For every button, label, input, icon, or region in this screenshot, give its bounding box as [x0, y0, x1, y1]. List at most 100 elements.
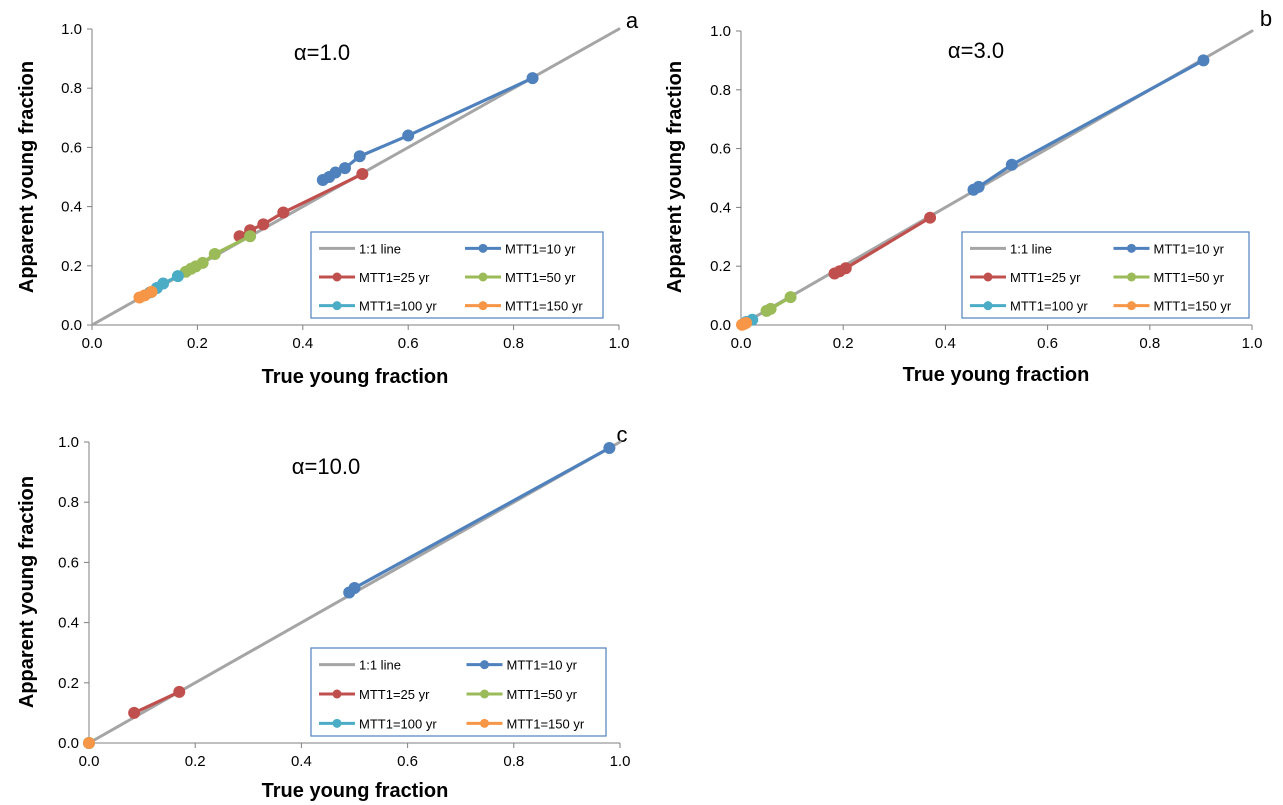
legend-swatch-marker	[1127, 272, 1136, 282]
data-point	[402, 129, 415, 142]
data-point	[83, 737, 95, 749]
legend-label: MTT1=25 yr	[359, 687, 430, 702]
y-tick-label: 0.0	[61, 317, 82, 334]
y-tick-label: 0.2	[58, 675, 79, 692]
x-tick-label: 0.0	[731, 335, 752, 352]
y-tick-label: 0.4	[58, 615, 79, 632]
legend-swatch-marker	[1127, 301, 1136, 311]
data-point	[1197, 54, 1210, 67]
y-tick-label: 1.0	[710, 23, 731, 40]
legend-label: MTT1=150 yr	[507, 716, 585, 731]
series-mtt1-10-yr	[343, 442, 616, 599]
y-tick-label: 0.0	[58, 735, 79, 752]
legend-swatch-marker	[478, 301, 488, 311]
data-point	[196, 256, 209, 269]
legend-item: MTT1=50 yr	[1113, 270, 1225, 285]
legend-label: MTT1=100 yr	[1010, 299, 1088, 314]
data-point	[353, 150, 366, 163]
x-tick-label: 1.0	[1242, 335, 1263, 352]
legend-label: MTT1=150 yr	[1154, 299, 1232, 314]
data-point	[740, 316, 753, 329]
panel-letter: b	[1260, 6, 1272, 31]
x-tick-label: 0.0	[79, 753, 100, 770]
legend-box	[961, 231, 1250, 319]
data-point	[924, 211, 937, 224]
legend-swatch-marker	[480, 718, 489, 728]
legend-label: MTT1=25 yr	[1010, 270, 1081, 285]
y-tick-label: 0.2	[61, 258, 82, 275]
series-line	[321, 76, 535, 182]
legend-label: MTT1=50 yr	[505, 270, 576, 285]
data-point	[329, 166, 342, 179]
y-axis-title: Apparent young fraction	[16, 61, 38, 293]
legend-item: MTT1=10 yr	[466, 658, 578, 673]
series-mtt1-50-yr	[760, 291, 797, 317]
y-tick-label: 0.6	[710, 141, 731, 158]
series-mtt1-25-yr	[233, 168, 369, 243]
legend-item: 1:1 line	[319, 241, 401, 256]
data-point	[603, 442, 616, 455]
legend: 1:1 line MTT1=10 yr MTT1=25 yr MTT1=50 yr MT…	[310, 647, 607, 737]
y-tick-label: 0.0	[710, 317, 731, 334]
x-tick-label: 0.2	[833, 335, 854, 352]
x-tick-label: 0.8	[1139, 335, 1160, 352]
legend-label: MTT1=50 yr	[1154, 270, 1225, 285]
x-tick-label: 0.2	[185, 753, 206, 770]
x-axis-title: True young fraction	[262, 780, 449, 802]
data-point	[338, 162, 351, 175]
data-point	[764, 302, 777, 315]
legend-item: MTT1=100 yr	[319, 716, 437, 731]
legend-swatch-marker	[478, 243, 488, 253]
legend-swatch-marker	[983, 301, 993, 311]
x-tick-label: 0.6	[397, 753, 418, 770]
data-point	[972, 180, 985, 193]
legend-swatch-marker	[480, 689, 489, 699]
x-tick-label: 0.6	[1037, 335, 1058, 352]
x-axis-title: True young fraction	[903, 364, 1090, 386]
x-tick-label: 0.4	[935, 335, 956, 352]
legend-item: MTT1=10 yr	[1113, 241, 1225, 256]
legend-label: MTT1=50 yr	[507, 687, 578, 702]
alpha-annotation: α=3.0	[948, 38, 1004, 63]
legend-item: MTT1=25 yr	[319, 270, 430, 285]
legend-box	[310, 231, 604, 319]
alpha-annotation: α=10.0	[292, 454, 360, 479]
legend-label: MTT1=10 yr	[505, 241, 576, 256]
x-tick-label: 0.8	[503, 335, 524, 352]
x-tick-label: 1.0	[609, 335, 630, 352]
legend-swatch-marker	[332, 718, 342, 728]
series-line	[132, 690, 181, 715]
series-mtt1-150-yr	[133, 285, 158, 304]
legend-swatch-marker	[478, 272, 488, 282]
legend-item: MTT1=10 yr	[465, 241, 576, 256]
legend-swatch-marker	[983, 272, 993, 282]
data-point	[171, 270, 184, 283]
y-tick-label: 0.4	[61, 199, 82, 216]
y-tick-label: 0.2	[710, 258, 731, 275]
legend-item: MTT1=150 yr	[466, 716, 585, 731]
legend-item: MTT1=150 yr	[465, 299, 583, 314]
legend-box	[310, 647, 607, 737]
legend-label: 1:1 line	[359, 241, 401, 256]
data-point	[1005, 158, 1018, 171]
data-point	[208, 247, 221, 260]
chart-panel-b: 0.0 0.2 0.4 0.6 0.8 1.0 0.0 0.2 0.4 0.6 0.8 1.0 True…	[664, 6, 1272, 386]
alpha-annotation: α=1.0	[294, 40, 350, 65]
x-tick-label: 0.6	[398, 335, 419, 352]
y-tick-label: 0.8	[710, 82, 731, 99]
chart-panel-a: 0.0 0.2 0.4 0.6 0.8 1.0 0.0 0.2 0.4 0.6 0.8 1.0 True…	[16, 8, 639, 388]
data-point	[348, 581, 361, 594]
legend-swatch-marker	[332, 689, 342, 699]
data-point	[128, 706, 141, 719]
legend-swatch-marker	[1127, 243, 1136, 253]
legend-label: MTT1=100 yr	[359, 299, 437, 314]
legend-item: MTT1=150 yr	[1113, 299, 1232, 314]
x-tick-label: 0.4	[292, 335, 313, 352]
y-tick-label: 0.6	[61, 139, 82, 156]
legend-swatch-marker	[332, 301, 342, 311]
series-mtt1-25-yr	[128, 685, 186, 719]
data-point	[784, 291, 797, 304]
data-point	[526, 72, 539, 85]
y-tick-label: 0.6	[58, 554, 79, 571]
